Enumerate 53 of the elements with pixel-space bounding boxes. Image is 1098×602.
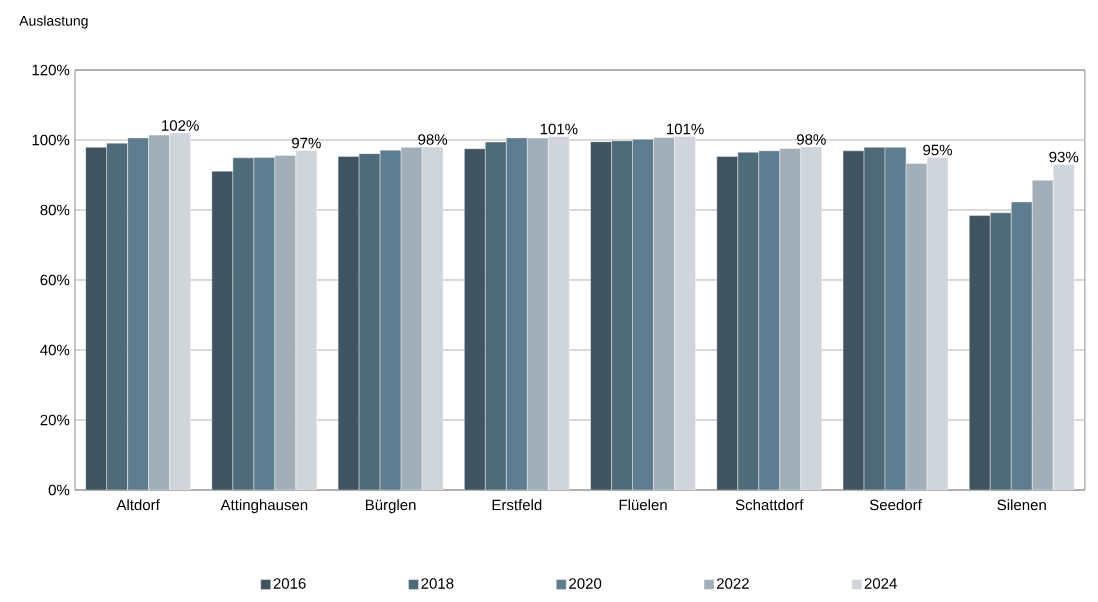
bar: [632, 139, 654, 490]
data-label: 102%: [162, 120, 199, 131]
bar: [884, 147, 907, 490]
x-tick-label: Erstfeld: [492, 499, 542, 511]
bar: [737, 152, 759, 490]
bar: [527, 137, 549, 490]
y-tick-label: 40%: [40, 344, 70, 356]
data-label: 98%: [418, 134, 448, 145]
y-tick-label: 0%: [48, 484, 70, 496]
bar: [653, 137, 675, 490]
data-label: 98%: [796, 134, 826, 145]
bar: [358, 153, 381, 490]
bar: [905, 163, 928, 490]
data-label: 101%: [667, 123, 704, 135]
legend-label: 2024: [864, 578, 897, 589]
bar: [485, 141, 507, 490]
bar: [1032, 180, 1054, 490]
bar: [400, 147, 423, 490]
x-tick-label: Seedorf: [869, 499, 922, 511]
bar: [990, 212, 1012, 490]
x-tick-label: Bürglen: [365, 499, 416, 514]
bar: [127, 137, 149, 490]
legend-label: 2022: [716, 578, 749, 589]
data-label: 97%: [292, 137, 321, 149]
bar: [379, 149, 402, 490]
data-label: 101%: [540, 123, 578, 135]
bar: [232, 157, 255, 490]
y-tick-label: 60%: [40, 274, 70, 286]
y-axis-title: Auslastung: [19, 15, 88, 29]
y-tick-label: 80%: [40, 204, 70, 216]
x-tick-label: Attinghausen: [220, 499, 308, 514]
bar: [506, 137, 528, 490]
x-tick-label: Schattdorf: [735, 499, 804, 511]
y-tick-label: 100%: [32, 134, 70, 146]
legend-label: 2020: [569, 578, 602, 589]
y-tick-label: 120%: [32, 64, 70, 76]
bar: [758, 150, 780, 490]
bar: [1011, 201, 1033, 490]
data-label: 95%: [923, 144, 952, 156]
legend-label: 2018: [421, 578, 454, 589]
legend-label: 2016: [273, 578, 306, 589]
bar: [611, 140, 633, 490]
bar: [863, 147, 886, 490]
bar: [148, 134, 170, 490]
x-tick-label: Altdorf: [116, 499, 160, 511]
bar: [253, 157, 276, 490]
y-tick-label: 20%: [40, 414, 70, 426]
bar: [779, 148, 801, 490]
bar: [106, 142, 128, 490]
x-tick-label: Silenen: [997, 499, 1046, 511]
x-tick-label: Flüelen: [619, 499, 667, 511]
data-label: 93%: [1049, 151, 1079, 163]
bar: [274, 155, 297, 490]
